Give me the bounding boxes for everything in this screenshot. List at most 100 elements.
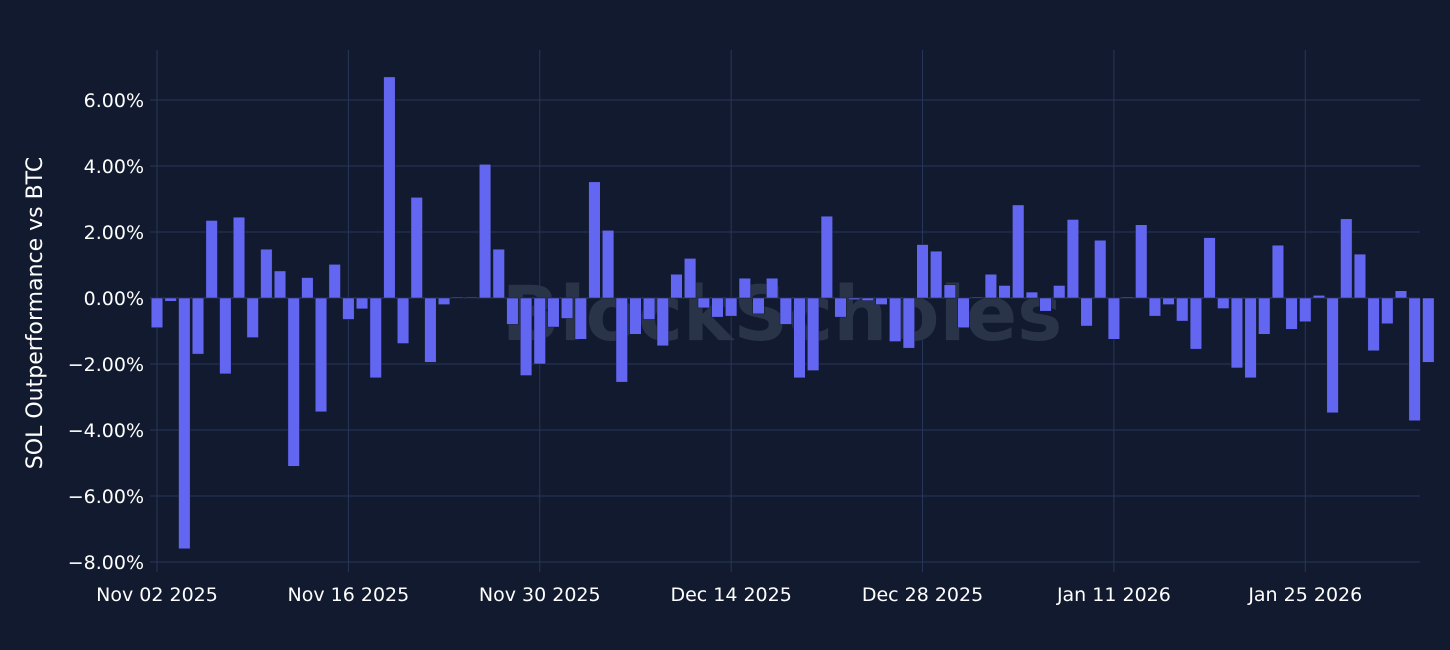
bar[interactable] xyxy=(1340,218,1353,299)
bar[interactable] xyxy=(998,285,1011,299)
bar[interactable] xyxy=(1066,219,1079,299)
bar[interactable] xyxy=(383,76,396,299)
bar[interactable] xyxy=(1353,253,1367,299)
bar[interactable] xyxy=(533,297,546,365)
bar[interactable] xyxy=(1012,204,1025,299)
bar[interactable] xyxy=(629,297,642,335)
bar[interactable] xyxy=(943,284,956,299)
bar[interactable] xyxy=(1080,297,1093,327)
bar[interactable] xyxy=(738,277,751,299)
bar[interactable] xyxy=(1422,297,1435,363)
bar[interactable] xyxy=(1148,297,1161,317)
bar[interactable] xyxy=(246,297,259,338)
bar[interactable] xyxy=(1094,240,1107,299)
y-axis: 6.00% 4.00% 2.00% 0.00% −2.00% −4.00% −6.00% −8… xyxy=(68,90,144,574)
y-tick-label: 4.00% xyxy=(84,156,144,178)
bar[interactable] xyxy=(574,297,587,340)
bar[interactable] xyxy=(766,277,779,299)
bar[interactable] xyxy=(260,248,273,299)
bar[interactable] xyxy=(1408,297,1421,422)
bar[interactable] xyxy=(752,297,765,315)
bar[interactable] xyxy=(861,297,874,301)
y-tick-label: 2.00% xyxy=(84,222,144,244)
bar[interactable] xyxy=(273,270,287,299)
bar[interactable] xyxy=(1203,237,1216,299)
bar[interactable] xyxy=(875,297,888,305)
bar[interactable] xyxy=(902,297,915,349)
bar[interactable] xyxy=(1230,297,1243,369)
bar[interactable] xyxy=(328,264,341,299)
bar[interactable] xyxy=(1381,297,1394,324)
bar[interactable] xyxy=(1025,291,1038,299)
bar[interactable] xyxy=(191,297,205,355)
bar[interactable] xyxy=(506,297,519,325)
bar[interactable] xyxy=(588,181,601,299)
bar[interactable] xyxy=(356,297,369,310)
bar[interactable] xyxy=(219,297,232,375)
bar[interactable] xyxy=(793,297,806,379)
bar[interactable] xyxy=(848,297,861,300)
bar[interactable] xyxy=(232,216,246,299)
bar[interactable] xyxy=(492,248,505,299)
bar[interactable] xyxy=(1299,297,1312,323)
bar[interactable] xyxy=(1326,297,1339,414)
bar[interactable] xyxy=(1189,297,1202,350)
bar[interactable] xyxy=(1121,296,1134,299)
bar[interactable] xyxy=(561,297,574,319)
bar[interactable] xyxy=(1258,297,1271,335)
bar[interactable] xyxy=(779,297,792,325)
bar[interactable] xyxy=(1312,295,1326,299)
bar[interactable] xyxy=(1394,290,1408,299)
bar[interactable] xyxy=(205,220,218,299)
bar[interactable] xyxy=(889,297,902,342)
bar[interactable] xyxy=(711,297,724,318)
bar[interactable] xyxy=(725,297,738,317)
bar[interactable] xyxy=(438,297,451,305)
bar[interactable] xyxy=(479,164,492,299)
bar[interactable] xyxy=(930,250,943,299)
bar[interactable] xyxy=(1217,297,1230,309)
bar[interactable] xyxy=(451,297,464,299)
bar[interactable] xyxy=(1053,285,1066,299)
bar[interactable] xyxy=(397,297,410,344)
bar[interactable] xyxy=(314,297,328,413)
bar[interactable] xyxy=(834,297,847,318)
bar[interactable] xyxy=(1107,297,1120,340)
bar[interactable] xyxy=(342,297,355,320)
bar[interactable] xyxy=(150,297,164,328)
bar[interactable] xyxy=(615,297,628,383)
bar[interactable] xyxy=(178,297,191,550)
x-axis: Nov 02 2025 Nov 16 2025 Nov 30 2025 Dec 14 … xyxy=(96,584,1362,606)
bar[interactable] xyxy=(424,297,437,363)
bar[interactable] xyxy=(1039,297,1052,312)
bar[interactable] xyxy=(1176,297,1189,322)
bar[interactable] xyxy=(602,230,615,299)
bar[interactable] xyxy=(465,297,478,299)
bar[interactable] xyxy=(287,297,300,467)
bar[interactable] xyxy=(820,215,833,299)
bar[interactable] xyxy=(971,297,984,299)
bar[interactable] xyxy=(520,297,533,376)
bar[interactable] xyxy=(1285,297,1298,330)
bar[interactable] xyxy=(697,297,710,309)
bar[interactable] xyxy=(164,297,177,302)
bar[interactable] xyxy=(916,244,929,299)
bar[interactable] xyxy=(1244,297,1257,379)
bar[interactable] xyxy=(547,297,560,328)
bar[interactable] xyxy=(807,297,820,371)
bar[interactable] xyxy=(1135,224,1148,299)
bar[interactable] xyxy=(684,258,697,299)
x-tick-label: Nov 16 2025 xyxy=(288,584,410,606)
bar[interactable] xyxy=(643,297,656,320)
bar[interactable] xyxy=(301,277,314,299)
bar[interactable] xyxy=(984,273,997,299)
bar[interactable] xyxy=(957,297,970,328)
bar[interactable] xyxy=(1271,244,1284,299)
bar[interactable] xyxy=(670,273,683,299)
bar[interactable] xyxy=(369,297,382,379)
bar[interactable] xyxy=(410,197,423,299)
bar[interactable] xyxy=(1162,297,1175,305)
bar[interactable] xyxy=(1367,297,1380,352)
bar[interactable] xyxy=(656,297,669,347)
